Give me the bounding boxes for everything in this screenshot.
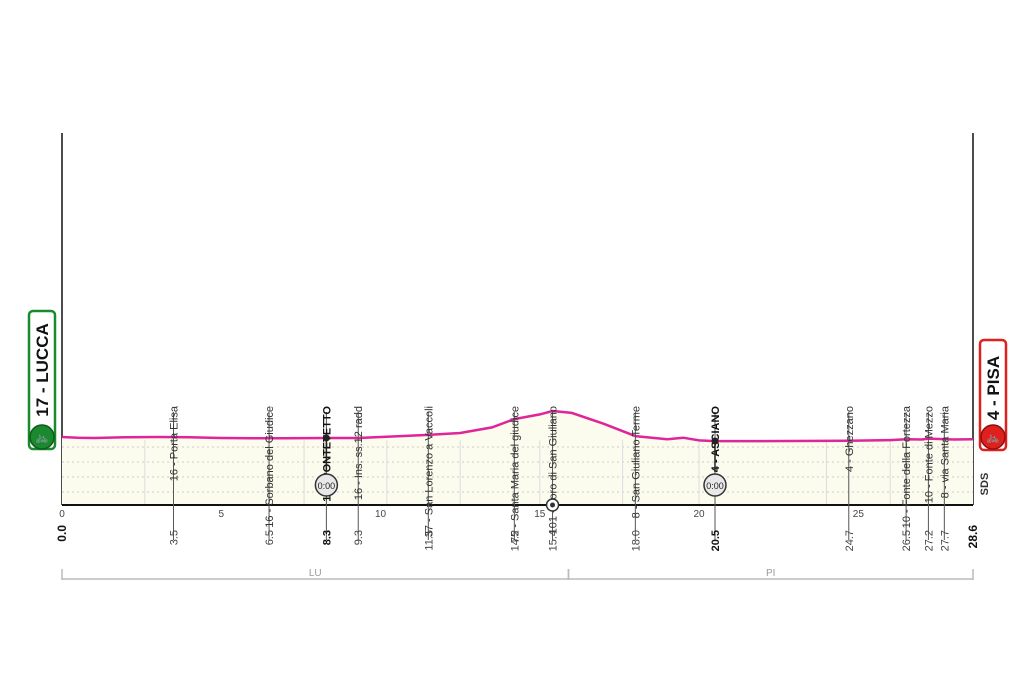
cyclist-icon: [980, 424, 1006, 450]
waypoint: 8 - San Giuliano Terme 18.0: [630, 406, 642, 551]
finish-badge: 4 - PISA 🚲: [978, 338, 1008, 452]
finish-km-label: 28.6: [966, 525, 980, 549]
cyclist-glyph: 🚲: [35, 432, 49, 444]
waypoint: 16 - Porta Elisa 3.5: [168, 405, 180, 545]
cyclist-glyph: 🚲: [986, 432, 1000, 444]
waypoint: 8 - via Santa Maria 27.7: [939, 405, 951, 551]
stopwatch-time: 0:00: [318, 481, 336, 491]
waypoint-km: 24.7: [844, 530, 856, 551]
waypoint-label: 101 - Foro di San Giuliano: [548, 406, 560, 534]
waypoint-label: 75 - Santa Maria del giudice: [509, 406, 521, 543]
waypoint-label: 10 - Fonte di Mezzo: [923, 406, 935, 503]
x-tick-label: 10: [375, 509, 387, 520]
waypoint: 4 - Ghezzano 24.7: [844, 406, 856, 551]
waypoint-label: 16 - Porta Elisa: [168, 405, 180, 481]
waypoint-km: 9.3: [353, 530, 365, 545]
waypoint-label: 10 - Fonte della Fortezza: [901, 405, 913, 528]
waypoint: 16 - Ins. ss.12 radd 9.3: [353, 406, 365, 545]
x-tick-label: 25: [853, 509, 865, 520]
sds-logo: SDS: [979, 473, 991, 496]
waypoint: 16 - Sorbano del Giudice 6.5: [264, 406, 276, 545]
stopwatch-icon: [703, 473, 727, 497]
waypoint-label: 8 - via Santa Maria: [939, 405, 951, 498]
province-label: PI: [766, 568, 775, 579]
waypoint-label: 16 - Sorbano del Giudice: [264, 406, 276, 528]
waypoint: 10 - Fonte della Fortezza 26.5: [901, 405, 913, 551]
waypoint-label: 37 - San Lorenzo a Vaccoli: [423, 406, 435, 537]
province-label: LU: [309, 568, 322, 579]
stopwatch-icon: [314, 473, 339, 497]
x-tick-label: 5: [218, 509, 224, 520]
x-tick-label: 0: [59, 509, 65, 520]
waypoint-km: 27.2: [923, 530, 935, 551]
waypoint-km: 27.7: [939, 530, 951, 551]
start-km-label: 0.0: [55, 525, 69, 542]
start-badge: 17 - LUCCA 🚲: [27, 309, 57, 451]
waypoint-km: 11.5: [423, 530, 435, 551]
waypoint-label: 4 - Ghezzano: [844, 406, 856, 472]
profile-line: [61, 409, 974, 443]
waypoint-km: 3.5: [168, 530, 180, 545]
waypoint-km: 18.0: [630, 530, 642, 551]
waypoint-km: 26.5: [901, 530, 913, 551]
waypoint-km: 8.3: [321, 530, 333, 545]
x-tick-label: 20: [694, 509, 706, 520]
x-tick-label: 15: [534, 509, 546, 520]
finish-badge-frame: [978, 338, 1008, 452]
waypoint-km: 6.5: [264, 530, 276, 545]
profile-fill: [62, 411, 973, 505]
start-label: 17 - LUCCA: [33, 323, 52, 417]
cyclist-icon: [29, 424, 55, 450]
finish-label: 4 - PISA: [984, 356, 1003, 420]
stopwatch-time: 0:00: [706, 481, 724, 491]
km-marker-dot: [550, 502, 556, 508]
waypoint-km: 14.2: [509, 530, 521, 551]
waypoint: 10 - Fonte di Mezzo 27.2: [923, 406, 935, 551]
waypoint-label: 8 - San Giuliano Terme: [630, 406, 642, 518]
waypoint-km: 15.4: [548, 530, 560, 551]
waypoint-label: 16 - Ins. ss.12 radd: [353, 406, 365, 500]
waypoint-km: 20.5: [710, 530, 722, 551]
